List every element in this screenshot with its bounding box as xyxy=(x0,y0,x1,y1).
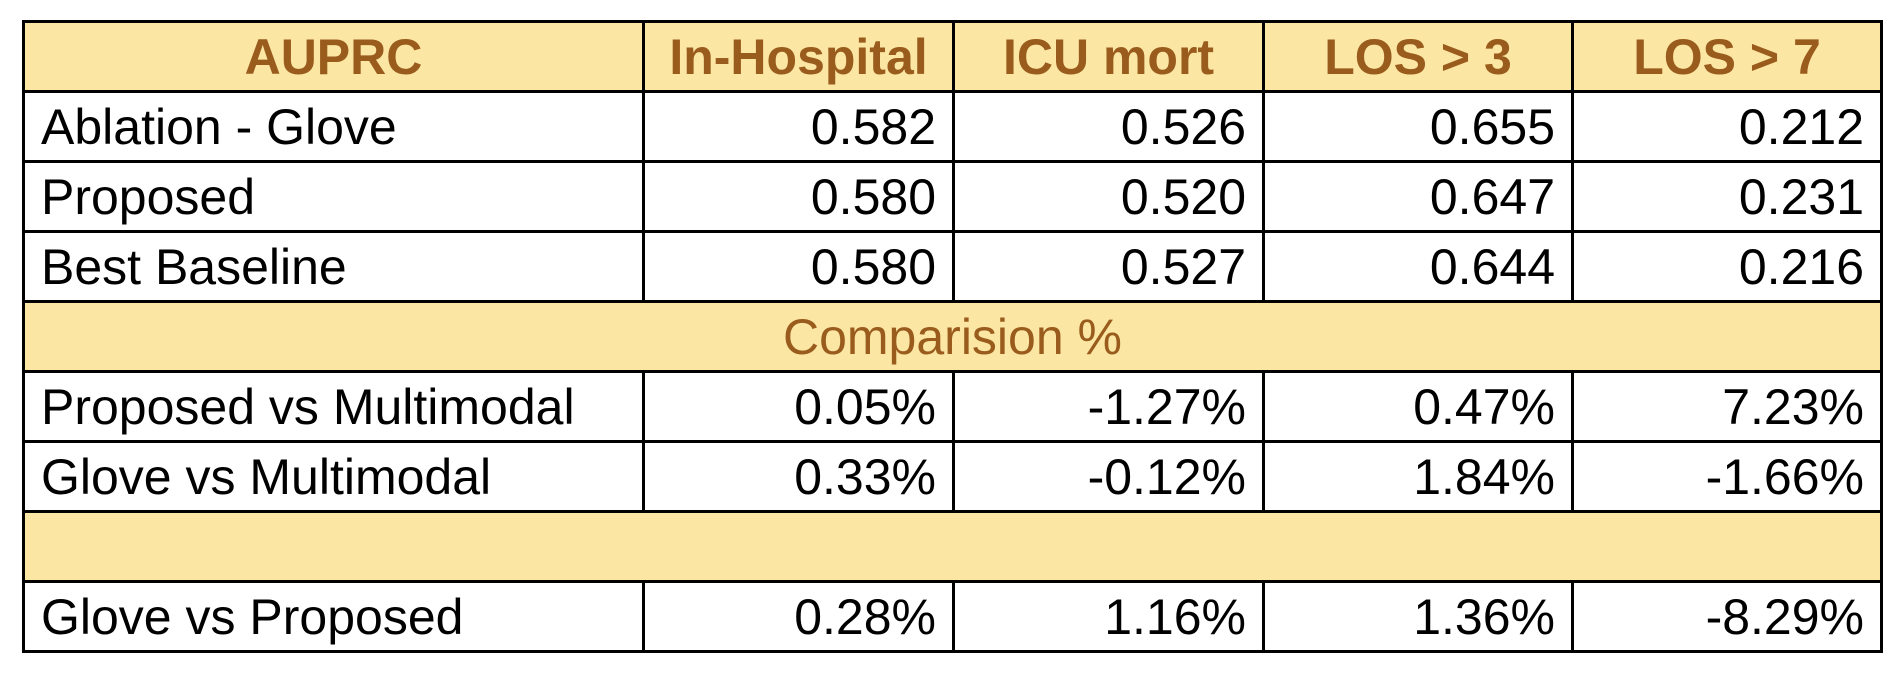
empty-band xyxy=(22,510,1883,583)
row-label: Glove vs Multimodal xyxy=(22,440,645,513)
spacer-row xyxy=(22,510,1883,583)
cell-value: 0.216 xyxy=(1571,230,1883,303)
cell-value: -1.27% xyxy=(952,370,1265,443)
cell-value: 7.23% xyxy=(1571,370,1883,443)
cell-value: 0.05% xyxy=(642,370,955,443)
row-label: Best Baseline xyxy=(22,230,645,303)
header-cell-in-hospital: In-Hospital xyxy=(642,20,955,93)
cell-value: 0.580 xyxy=(642,160,955,233)
row-label: Proposed vs Multimodal xyxy=(22,370,645,443)
cell-value: -0.12% xyxy=(952,440,1265,513)
table-row: Glove vs Multimodal 0.33% -0.12% 1.84% -… xyxy=(22,440,1883,513)
cell-value: 0.47% xyxy=(1262,370,1574,443)
comparison-title: Comparision % xyxy=(22,300,1883,373)
table-row: Ablation - Glove 0.582 0.526 0.655 0.212 xyxy=(22,90,1883,163)
table-body: AUPRC In-Hospital ICU mort LOS > 3 LOS >… xyxy=(22,20,1883,653)
cell-value: 0.647 xyxy=(1262,160,1574,233)
header-cell-los-7: LOS > 7 xyxy=(1571,20,1883,93)
cell-value: 1.16% xyxy=(952,580,1265,653)
cell-value: 0.231 xyxy=(1571,160,1883,233)
header-cell-icu-mort: ICU mort xyxy=(952,20,1265,93)
table-row: Best Baseline 0.580 0.527 0.644 0.216 xyxy=(22,230,1883,303)
cell-value: 0.582 xyxy=(642,90,955,163)
header-cell-auprc: AUPRC xyxy=(22,20,645,93)
cell-value: 0.644 xyxy=(1262,230,1574,303)
cell-value: 0.580 xyxy=(642,230,955,303)
row-label: Ablation - Glove xyxy=(22,90,645,163)
row-label: Glove vs Proposed xyxy=(22,580,645,653)
cell-value: 0.212 xyxy=(1571,90,1883,163)
cell-value: -1.66% xyxy=(1571,440,1883,513)
cell-value: 1.84% xyxy=(1262,440,1574,513)
header-cell-los-3: LOS > 3 xyxy=(1262,20,1574,93)
cell-value: 0.28% xyxy=(642,580,955,653)
auprc-table: AUPRC In-Hospital ICU mort LOS > 3 LOS >… xyxy=(22,20,1883,653)
cell-value: 0.527 xyxy=(952,230,1265,303)
cell-value: -8.29% xyxy=(1571,580,1883,653)
comparison-header-row: Comparision % xyxy=(22,300,1883,373)
cell-value: 0.33% xyxy=(642,440,955,513)
table-row: Proposed 0.580 0.520 0.647 0.231 xyxy=(22,160,1883,233)
cell-value: 1.36% xyxy=(1262,580,1574,653)
row-label: Proposed xyxy=(22,160,645,233)
header-row: AUPRC In-Hospital ICU mort LOS > 3 LOS >… xyxy=(22,20,1883,93)
cell-value: 0.520 xyxy=(952,160,1265,233)
cell-value: 0.526 xyxy=(952,90,1265,163)
table-row: Proposed vs Multimodal 0.05% -1.27% 0.47… xyxy=(22,370,1883,443)
table-row: Glove vs Proposed 0.28% 1.16% 1.36% -8.2… xyxy=(22,580,1883,653)
cell-value: 0.655 xyxy=(1262,90,1574,163)
